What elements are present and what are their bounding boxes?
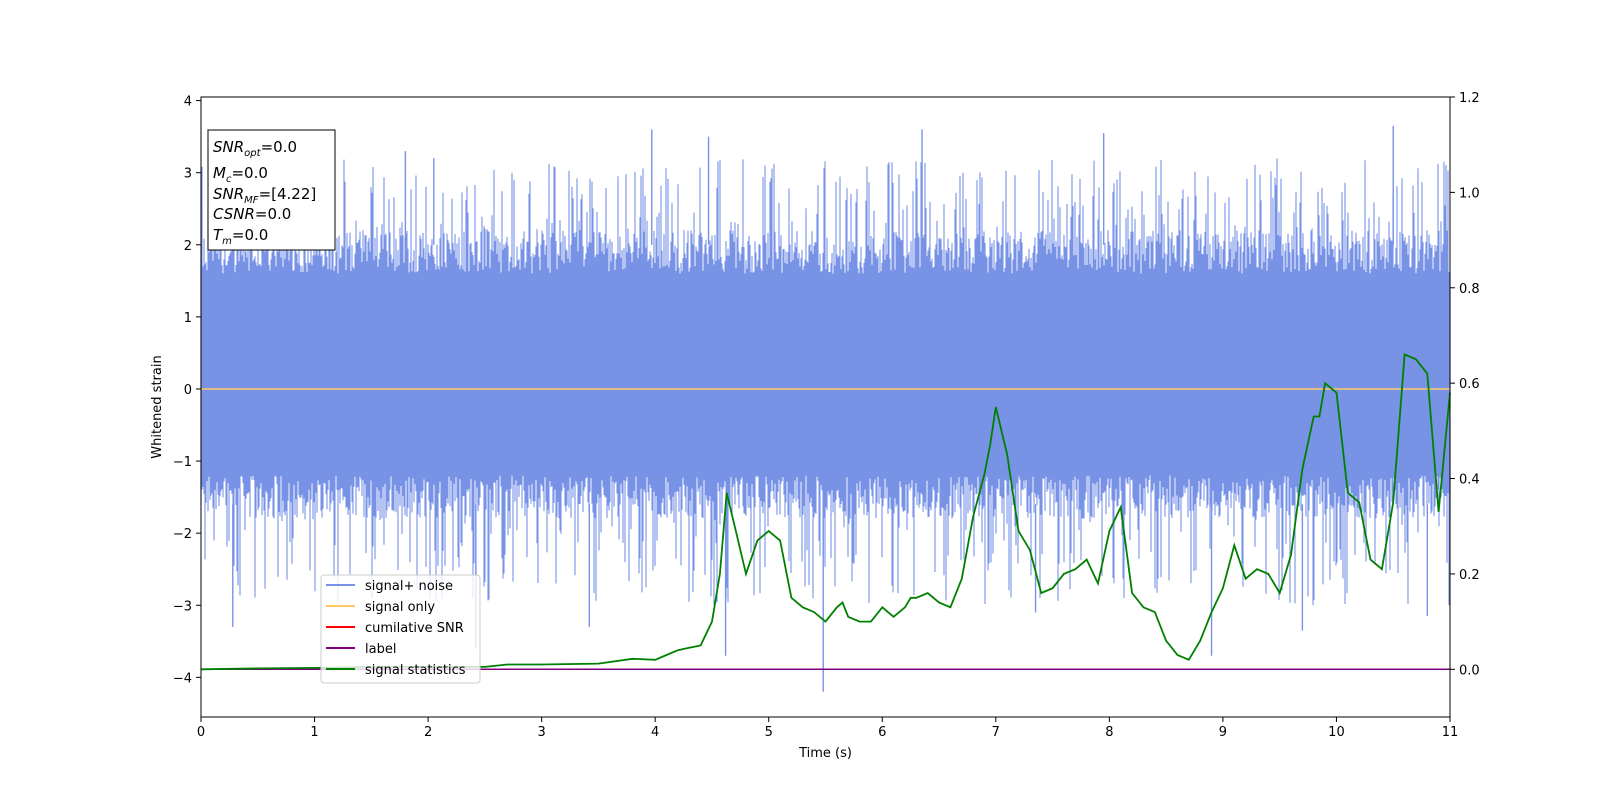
x-tick-label: 10 [1328,725,1345,740]
x-axis: 0 1 2 3 4 5 6 7 8 9 10 11 [197,717,1458,740]
signal-statistics-line [200,353,1451,671]
x-axis-label: Time (s) [798,746,852,761]
noise-band [200,158,1451,606]
legend: signal+ noise signal only cumilative SNR… [320,574,481,684]
x-tick-label: 0 [197,725,205,740]
y-right-tick-label: 1.2 [1459,91,1480,106]
x-tick-label: 11 [1442,725,1459,740]
x-tick-label: 3 [537,725,545,740]
y-left-tick-label: 1 [184,311,192,326]
info-snr-opt: SNRopt=0.0 [213,138,297,159]
y-axis-right: 1.2 1.0 0.8 0.6 0.4 0.2 0.0 [1450,91,1480,678]
y-left-tick-label: −2 [173,527,192,542]
y-left-tick-label: 0 [184,383,192,398]
legend-label-label: label [365,642,396,657]
y-left-tick-label: 4 [184,95,192,110]
y-left-tick-label: −3 [173,599,192,614]
y-axis-label: Whitened strain [150,355,165,458]
y-right-tick-label: 0.8 [1459,282,1480,297]
y-right-tick-label: 0.0 [1459,663,1480,678]
y-right-tick-label: 1.0 [1459,186,1480,201]
x-tick-label: 9 [1219,725,1227,740]
y-left-tick-label: 2 [184,239,192,254]
x-tick-label: 2 [424,725,432,740]
plot-frame [200,96,1451,718]
y-right-tick-label: 0.4 [1459,473,1480,488]
info-box-frame [207,129,336,251]
y-left-tick-label: −1 [173,455,192,470]
info-mc: Mc=0.0 [213,164,268,185]
legend-label-signal-noise: signal+ noise [365,579,453,594]
y-right-tick-label: 0.2 [1459,568,1480,583]
info-tm: Tm=0.0 [213,226,268,247]
x-tick-label: 5 [765,725,773,740]
info-snr-mf: SNRMF=[4.22] [213,185,316,206]
x-tick-label: 7 [992,725,1000,740]
signal-noise-series [200,125,1451,692]
x-tick-label: 6 [878,725,886,740]
y-left-tick-label: −4 [173,671,192,686]
legend-frame [320,574,481,684]
info-csnr: CSNR=0.0 [213,205,291,223]
legend-label-signal-statistics: signal statistics [365,663,466,678]
legend-label-signal-only: signal only [365,600,435,615]
x-tick-label: 8 [1105,725,1113,740]
y-right-tick-label: 0.6 [1459,377,1480,392]
y-left-tick-label: 3 [184,167,192,182]
x-tick-label: 4 [651,725,659,740]
legend-label-cumilative-snr: cumilative SNR [365,621,464,636]
x-tick-label: 1 [310,725,318,740]
info-box: SNRopt=0.0 Mc=0.0 SNRMF=[4.22] CSNR=0.0 … [207,129,336,251]
y-axis-left: 4 3 2 1 0 −1 −2 −3 −4 [173,95,201,686]
